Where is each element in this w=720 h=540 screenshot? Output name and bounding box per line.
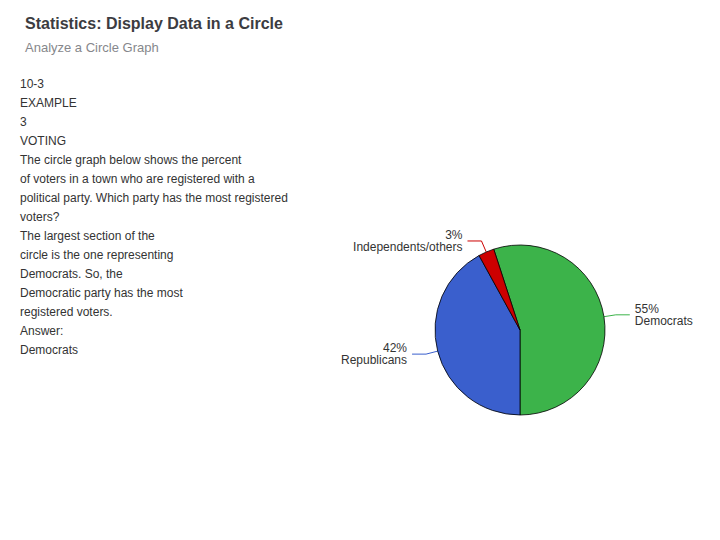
svg-text:3%: 3% <box>445 228 463 242</box>
svg-text:Democrats. So, the: Democrats. So, the <box>20 267 123 281</box>
svg-text:Analyze a Circle Graph: Analyze a Circle Graph <box>25 40 159 55</box>
svg-text:registered voters.: registered voters. <box>20 305 113 319</box>
svg-text:EXAMPLE: EXAMPLE <box>20 96 77 110</box>
svg-text:voters?: voters? <box>20 210 60 224</box>
svg-text:42%: 42% <box>383 341 407 356</box>
svg-text:Independents/others: Independents/others <box>353 240 462 254</box>
svg-text:VOTING: VOTING <box>20 134 66 148</box>
svg-text:circle is the one representing: circle is the one representing <box>20 248 173 262</box>
svg-text:10-3: 10-3 <box>20 77 44 91</box>
svg-text:Democratic party has the most: Democratic party has the most <box>20 286 183 300</box>
svg-text:Democrats: Democrats <box>635 314 693 328</box>
svg-text:Statistics: Display Data in a: Statistics: Display Data in a Circle <box>25 15 283 32</box>
svg-text:3: 3 <box>20 115 27 129</box>
svg-text:55%: 55% <box>634 301 659 316</box>
svg-text:Democrats: Democrats <box>20 343 78 357</box>
svg-text:Answer:: Answer: <box>20 324 63 338</box>
svg-text:The largest section of the: The largest section of the <box>20 229 155 243</box>
svg-text:The circle graph below shows t: The circle graph below shows the percent <box>20 153 242 167</box>
svg-text:of voters in a town who are re: of voters in a town who are registered w… <box>20 172 255 186</box>
svg-text:political party. Which party h: political party. Which party has the mos… <box>20 191 288 205</box>
svg-text:Republicans: Republicans <box>341 353 407 367</box>
